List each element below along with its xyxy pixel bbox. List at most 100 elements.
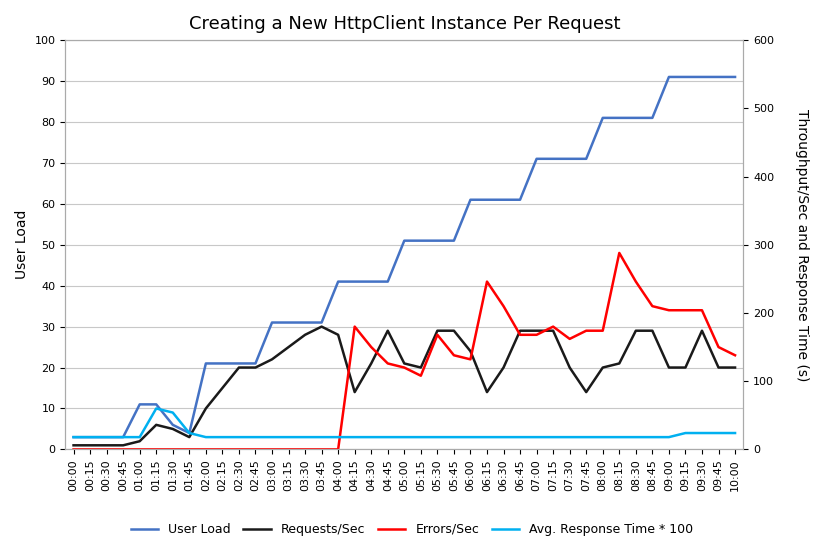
Errors/Sec xyxy=(564,336,574,342)
Errors/Sec xyxy=(333,446,343,453)
User Load xyxy=(316,319,326,326)
User Load xyxy=(234,360,244,367)
Line: Errors/Sec: Errors/Sec xyxy=(73,253,735,449)
Y-axis label: Throughput/Sec and Response Time (s): Throughput/Sec and Response Time (s) xyxy=(795,108,809,381)
Line: Requests/Sec: Requests/Sec xyxy=(73,327,735,446)
User Load xyxy=(714,74,723,80)
Errors/Sec xyxy=(416,372,426,379)
User Load xyxy=(482,196,492,203)
User Load xyxy=(118,434,128,441)
Title: Creating a New HttpClient Instance Per Request: Creating a New HttpClient Instance Per R… xyxy=(189,15,620,33)
Requests/Sec xyxy=(267,356,277,362)
Errors/Sec xyxy=(201,446,211,453)
Avg. Response Time * 100 xyxy=(218,434,227,441)
Line: User Load: User Load xyxy=(73,77,735,437)
Avg. Response Time * 100 xyxy=(681,430,691,436)
Avg. Response Time * 100 xyxy=(101,434,111,441)
User Load xyxy=(250,360,260,367)
User Load xyxy=(548,156,558,162)
Avg. Response Time * 100 xyxy=(482,434,492,441)
Avg. Response Time * 100 xyxy=(185,430,194,436)
Legend: User Load, Requests/Sec, Errors/Sec, Avg. Response Time * 100: User Load, Requests/Sec, Errors/Sec, Avg… xyxy=(126,518,698,541)
Errors/Sec xyxy=(349,323,359,330)
Errors/Sec xyxy=(367,344,377,350)
User Load xyxy=(400,238,410,244)
Requests/Sec xyxy=(400,360,410,367)
Errors/Sec xyxy=(597,327,607,334)
Errors/Sec xyxy=(697,307,707,314)
Avg. Response Time * 100 xyxy=(564,434,574,441)
User Load xyxy=(218,360,227,367)
User Load xyxy=(681,74,691,80)
Errors/Sec xyxy=(316,446,326,453)
Errors/Sec xyxy=(85,446,95,453)
Requests/Sec xyxy=(85,442,95,449)
Errors/Sec xyxy=(234,446,244,453)
Requests/Sec xyxy=(499,364,508,371)
Errors/Sec xyxy=(515,332,525,338)
Errors/Sec xyxy=(433,332,442,338)
Avg. Response Time * 100 xyxy=(615,434,625,441)
User Load xyxy=(648,114,658,121)
User Load xyxy=(466,196,475,203)
Requests/Sec xyxy=(615,360,625,367)
Requests/Sec xyxy=(730,364,740,371)
Requests/Sec xyxy=(101,442,111,449)
Errors/Sec xyxy=(631,278,641,285)
Errors/Sec xyxy=(449,352,459,359)
Requests/Sec xyxy=(597,364,607,371)
Requests/Sec xyxy=(300,332,310,338)
Avg. Response Time * 100 xyxy=(531,434,541,441)
Requests/Sec xyxy=(234,364,244,371)
Errors/Sec xyxy=(383,360,393,367)
User Load xyxy=(101,434,111,441)
Requests/Sec xyxy=(581,389,591,395)
Requests/Sec xyxy=(367,360,377,367)
Requests/Sec xyxy=(185,434,194,441)
Requests/Sec xyxy=(681,364,691,371)
Requests/Sec xyxy=(416,364,426,371)
Avg. Response Time * 100 xyxy=(152,405,162,412)
Avg. Response Time * 100 xyxy=(416,434,426,441)
User Load xyxy=(597,114,607,121)
Requests/Sec xyxy=(714,364,723,371)
Errors/Sec xyxy=(664,307,674,314)
User Load xyxy=(152,401,162,408)
Avg. Response Time * 100 xyxy=(714,430,723,436)
Avg. Response Time * 100 xyxy=(201,434,211,441)
Avg. Response Time * 100 xyxy=(333,434,343,441)
User Load xyxy=(631,114,641,121)
Errors/Sec xyxy=(730,352,740,359)
Errors/Sec xyxy=(185,446,194,453)
User Load xyxy=(531,156,541,162)
Avg. Response Time * 100 xyxy=(349,434,359,441)
Requests/Sec xyxy=(697,327,707,334)
Requests/Sec xyxy=(433,327,442,334)
User Load xyxy=(615,114,625,121)
Errors/Sec xyxy=(267,446,277,453)
Line: Avg. Response Time * 100: Avg. Response Time * 100 xyxy=(73,409,735,437)
Avg. Response Time * 100 xyxy=(499,434,508,441)
Avg. Response Time * 100 xyxy=(515,434,525,441)
Avg. Response Time * 100 xyxy=(597,434,607,441)
Requests/Sec xyxy=(648,327,658,334)
User Load xyxy=(283,319,293,326)
Avg. Response Time * 100 xyxy=(135,434,145,441)
Avg. Response Time * 100 xyxy=(234,434,244,441)
User Load xyxy=(449,238,459,244)
Requests/Sec xyxy=(135,438,145,444)
User Load xyxy=(349,278,359,285)
Errors/Sec xyxy=(135,446,145,453)
Requests/Sec xyxy=(333,332,343,338)
Requests/Sec xyxy=(316,323,326,330)
Errors/Sec xyxy=(648,303,658,310)
Avg. Response Time * 100 xyxy=(68,434,78,441)
User Load xyxy=(85,434,95,441)
User Load xyxy=(185,430,194,436)
Avg. Response Time * 100 xyxy=(85,434,95,441)
Avg. Response Time * 100 xyxy=(283,434,293,441)
Y-axis label: User Load: User Load xyxy=(15,210,29,279)
User Load xyxy=(168,421,178,428)
Errors/Sec xyxy=(68,446,78,453)
User Load xyxy=(135,401,145,408)
